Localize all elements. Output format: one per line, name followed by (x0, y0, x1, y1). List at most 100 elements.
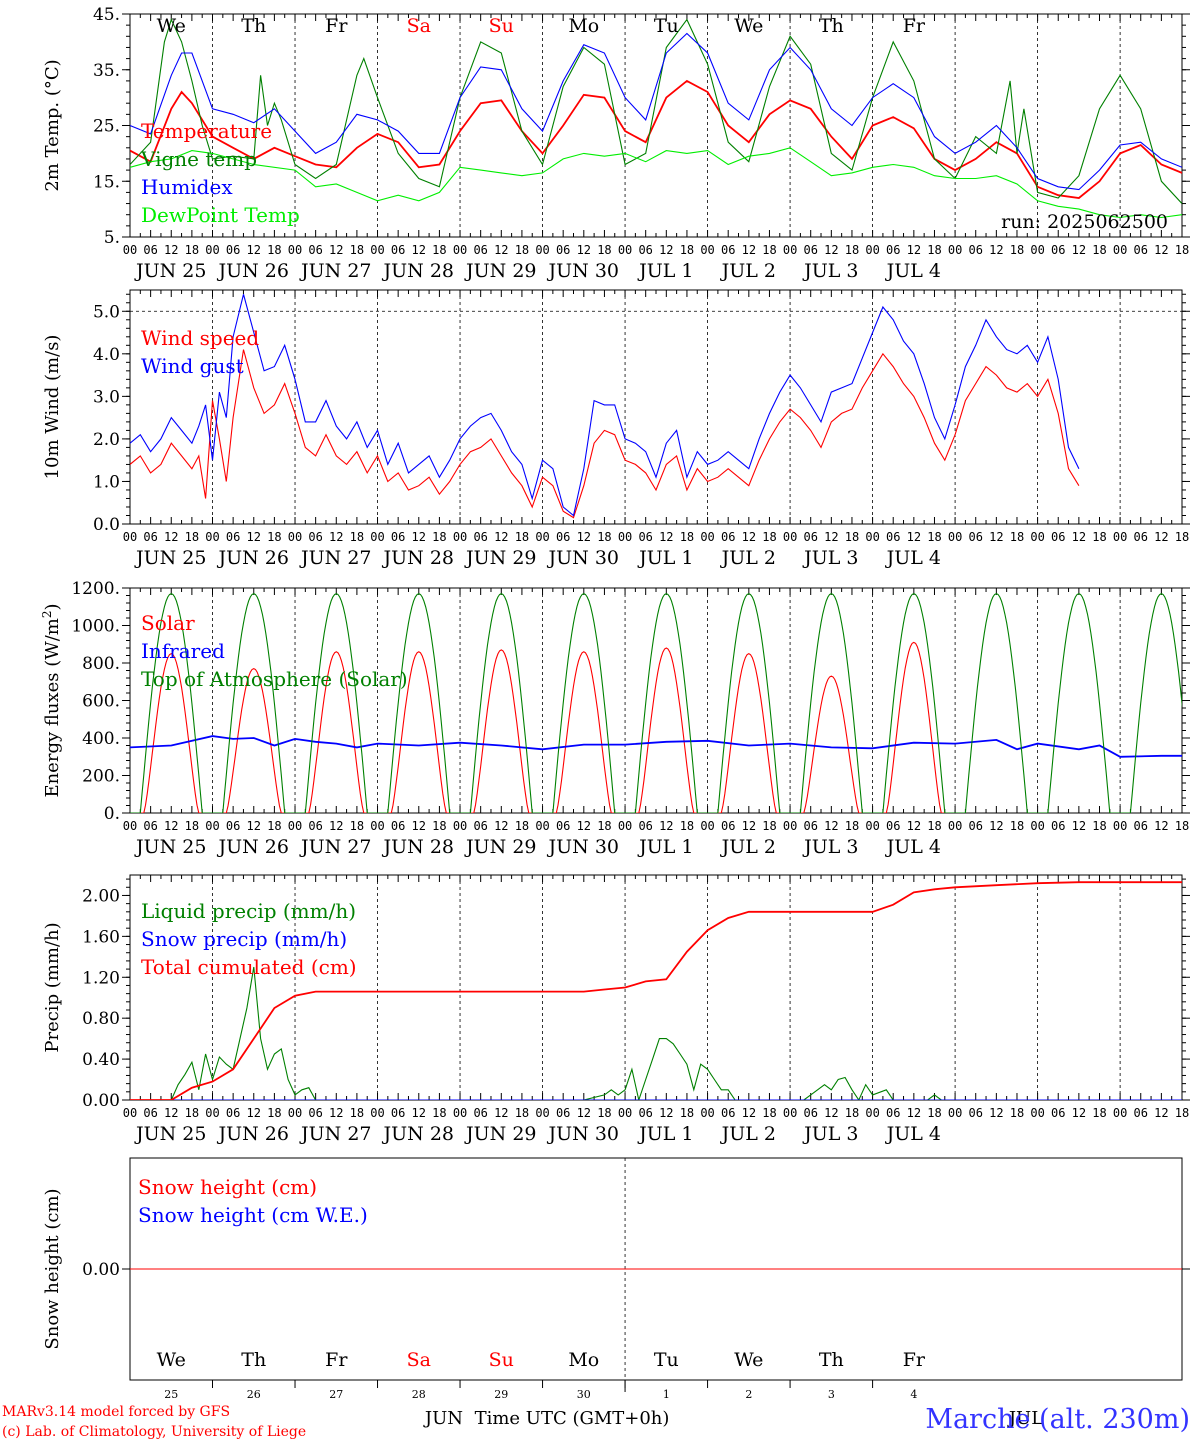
hour-label: 06 (391, 1106, 405, 1120)
y-tick-label: 0.0 (93, 515, 120, 535)
series-group (130, 294, 1080, 519)
hour-label: 18 (515, 819, 529, 833)
hour-label: 12 (412, 819, 426, 833)
date-label: JUN 30 (547, 836, 619, 858)
hour-label: 12 (577, 819, 591, 833)
hour-label: 00 (453, 819, 467, 833)
y-tick-label: 1.0 (93, 472, 120, 492)
hour-label: 06 (556, 819, 570, 833)
hour-label: 06 (968, 1106, 982, 1120)
hour-label: 18 (762, 530, 776, 544)
hour-label: 00 (123, 1106, 137, 1120)
date-label: JUL 3 (802, 260, 858, 282)
hour-label: 06 (473, 243, 487, 257)
hour-label: 00 (783, 530, 797, 544)
date-label: JUN 26 (217, 260, 289, 282)
date-label: JUL 2 (720, 836, 776, 858)
day-name: Fr (325, 15, 348, 37)
legend-snow-precip-mm-h-: Snow precip (mm/h) (141, 927, 347, 951)
hour-label: 18 (927, 243, 941, 257)
hour-label: 12 (659, 1106, 673, 1120)
hour-label: 12 (329, 243, 343, 257)
hour-label: 18 (1175, 530, 1189, 544)
hour-label: 18 (845, 1106, 859, 1120)
date-label: JUN 28 (382, 836, 454, 858)
hour-label: 06 (1051, 243, 1065, 257)
bottom-day-number: 28 (412, 1388, 426, 1401)
hour-label: 12 (1072, 243, 1086, 257)
legend-snow-height-cm-: Snow height (cm) (138, 1175, 317, 1199)
hour-label: 00 (700, 243, 714, 257)
hour-label: 00 (1113, 819, 1127, 833)
hour-label: 06 (473, 1106, 487, 1120)
hour-label: 18 (185, 243, 199, 257)
legend-wind-gust: Wind gust (141, 354, 244, 378)
bottom-day-name: Fr (325, 1349, 348, 1371)
hour-label: 12 (989, 819, 1003, 833)
hour-label: 12 (659, 243, 673, 257)
hour-label: 18 (680, 530, 694, 544)
hour-label: 00 (453, 530, 467, 544)
day-name: Th (241, 15, 266, 37)
hour-label: 18 (845, 819, 859, 833)
date-label: JUN 27 (299, 1123, 371, 1145)
series-line-humidex (130, 32, 1182, 191)
hour-label: 06 (1134, 1106, 1148, 1120)
hour-label: 12 (659, 530, 673, 544)
hour-label: 18 (597, 243, 611, 257)
y-tick-label: 2.00 (82, 886, 120, 906)
hour-label: 12 (824, 819, 838, 833)
day-name: Mo (568, 15, 599, 37)
hour-label: 18 (432, 243, 446, 257)
hour-label: 18 (350, 1106, 364, 1120)
month-label-jun: JUN (423, 1408, 463, 1429)
date-label: JUN 25 (134, 836, 206, 858)
series-line-liquid-precip-mm-h- (130, 966, 956, 1100)
date-label: JUN 29 (464, 260, 536, 282)
hour-label: 06 (803, 530, 817, 544)
y-axis-label: 2m Temp. (°C) (42, 59, 63, 191)
hour-label: 18 (1092, 243, 1106, 257)
date-label: JUL 1 (637, 1123, 693, 1145)
hour-label: 00 (618, 819, 632, 833)
hour-label: 00 (123, 819, 137, 833)
hour-label: 00 (123, 243, 137, 257)
series-group (130, 881, 1182, 1100)
bottom-day-number: 3 (828, 1388, 835, 1401)
day-name: Th (819, 15, 844, 37)
hour-label: 06 (721, 1106, 735, 1120)
hour-label: 00 (865, 819, 879, 833)
date-label: JUL 4 (885, 547, 941, 569)
legend-humidex: Humidex (141, 175, 233, 199)
hour-label: 18 (597, 819, 611, 833)
hour-label: 12 (742, 243, 756, 257)
hour-label: 12 (329, 530, 343, 544)
hour-label: 06 (803, 1106, 817, 1120)
hour-label: 18 (267, 819, 281, 833)
hour-label: 00 (700, 530, 714, 544)
hour-label: 06 (226, 530, 240, 544)
y-tick-label: 5. (104, 228, 120, 248)
hour-label: 06 (226, 1106, 240, 1120)
hour-label: 06 (226, 819, 240, 833)
hour-label: 18 (762, 1106, 776, 1120)
y-tick-label: 1.60 (82, 927, 120, 947)
hour-label: 06 (556, 243, 570, 257)
hour-label: 06 (308, 1106, 322, 1120)
hour-label: 06 (226, 243, 240, 257)
hour-label: 00 (205, 530, 219, 544)
date-label: JUL 4 (885, 260, 941, 282)
x-axis-label: Time UTC (GMT+0h) (475, 1408, 670, 1429)
day-name: Su (489, 15, 514, 37)
hour-label: 06 (308, 819, 322, 833)
hour-label: 12 (1072, 530, 1086, 544)
hour-label: 18 (1092, 530, 1106, 544)
hour-label: 06 (638, 530, 652, 544)
date-label: JUL 2 (720, 260, 776, 282)
hour-label: 06 (308, 530, 322, 544)
hour-label: 18 (762, 243, 776, 257)
hour-label: 12 (1154, 530, 1168, 544)
y-tick-label: 0.00 (82, 1091, 120, 1111)
hour-label: 12 (494, 243, 508, 257)
